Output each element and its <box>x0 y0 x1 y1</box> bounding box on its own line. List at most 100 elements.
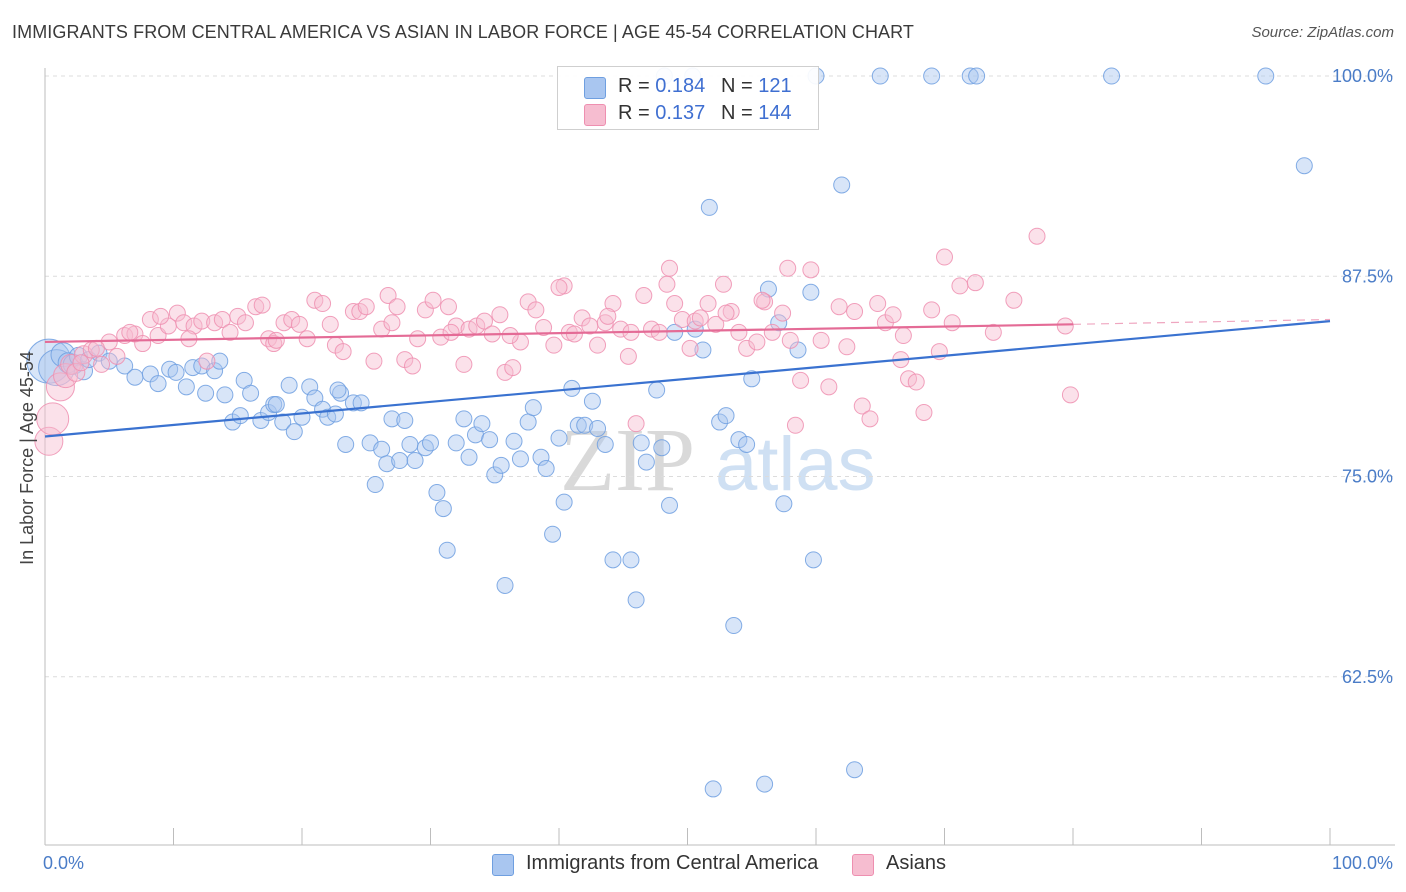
legend-n-asians: N = 144 <box>721 102 792 124</box>
legend-n-immigrants: N = 121 <box>721 75 792 97</box>
point-asians <box>334 343 352 361</box>
point-immigrants <box>280 376 298 394</box>
point-immigrants <box>711 413 729 431</box>
point-immigrants <box>197 384 215 402</box>
point-immigrants <box>434 500 452 518</box>
point-immigrants <box>486 466 504 484</box>
point-immigrants <box>511 450 529 468</box>
point-asians <box>379 287 397 304</box>
point-immigrants <box>537 460 555 478</box>
point-immigrants <box>455 410 473 428</box>
point-immigrants <box>968 67 986 85</box>
point-asians <box>221 323 239 341</box>
legend-r-immigrants: R = 0.184 <box>618 75 706 97</box>
y-axis-label: In Labor Force | Age 45-54 <box>17 351 37 565</box>
point-immigrants <box>653 439 671 457</box>
point-immigrants <box>770 314 788 332</box>
point-immigrants <box>576 416 594 434</box>
point-asians <box>748 333 766 351</box>
point-asians <box>321 315 339 333</box>
point-immigrants <box>632 434 650 452</box>
point-asians <box>344 303 362 321</box>
point-immigrants <box>332 384 350 402</box>
point-asians <box>661 259 679 277</box>
point-asians <box>802 261 820 279</box>
point-asians <box>175 314 193 332</box>
legend-swatch-asians <box>584 104 606 126</box>
point-asians <box>93 355 111 373</box>
point-immigrants <box>447 434 465 452</box>
point-asians <box>786 416 804 434</box>
point-immigrants <box>648 381 666 399</box>
point-asians <box>691 309 709 327</box>
point-asians <box>121 323 139 341</box>
point-asians <box>830 298 848 316</box>
point-immigrants <box>661 496 679 514</box>
point-immigrants <box>337 435 355 453</box>
point-asians <box>635 287 653 304</box>
point-immigrants <box>1103 67 1121 85</box>
point-immigrants <box>285 423 303 441</box>
watermark-atlas: atlas <box>715 422 876 507</box>
point-immigrants <box>544 525 562 543</box>
point-immigrants <box>756 775 774 793</box>
point-asians <box>409 330 427 348</box>
point-immigrants <box>717 407 735 425</box>
point-immigrants <box>589 419 607 437</box>
point-immigrants <box>383 410 401 428</box>
point-asians <box>432 328 450 346</box>
point-asians <box>247 298 265 316</box>
point-asians <box>884 306 902 324</box>
point-immigrants <box>1295 157 1313 175</box>
point-immigrants <box>481 431 499 449</box>
point-asians <box>550 278 568 296</box>
point-immigrants <box>604 551 622 569</box>
x-tick-label: 0.0% <box>43 853 84 873</box>
point-immigrants <box>524 399 542 417</box>
point-asians <box>792 371 810 389</box>
point-asians <box>66 362 86 382</box>
point-asians <box>812 331 830 349</box>
point-immigrants <box>373 440 391 458</box>
point-asians <box>168 304 186 322</box>
point-asians <box>365 352 383 370</box>
point-asians <box>236 314 254 332</box>
point-immigrants <box>725 617 743 635</box>
point-asians <box>861 410 879 428</box>
point-asians <box>869 295 887 313</box>
point-immigrants <box>569 416 587 434</box>
point-asians <box>53 363 79 389</box>
point-asians <box>966 274 984 292</box>
watermark-zip: ZIP <box>560 411 695 510</box>
point-immigrants <box>149 375 167 393</box>
point-immigrants <box>293 408 311 426</box>
point-immigrants <box>802 283 820 301</box>
point-immigrants <box>923 67 941 85</box>
point-asians <box>681 339 699 357</box>
chart-title: IMMIGRANTS FROM CENTRAL AMERICA VS ASIAN… <box>12 22 915 42</box>
point-immigrants <box>694 341 712 359</box>
source-credit: Source: ZipAtlas.com <box>1251 24 1394 41</box>
point-immigrants <box>519 413 537 431</box>
point-asians <box>730 323 748 341</box>
point-immigrants <box>366 476 384 494</box>
point-asians <box>984 323 1002 341</box>
point-asians <box>658 275 676 293</box>
point-immigrants <box>738 435 756 453</box>
point-asians <box>267 331 285 349</box>
point-immigrants <box>704 780 722 798</box>
point-asians <box>763 323 781 341</box>
y-tick-label: 62.5% <box>1342 667 1393 687</box>
point-asians <box>141 311 159 329</box>
point-asians <box>491 306 509 324</box>
point-asians <box>1056 317 1074 335</box>
point-immigrants <box>216 386 234 404</box>
point-immigrants <box>329 381 347 399</box>
legend-swatch-immigrants <box>584 77 606 99</box>
point-immigrants <box>505 432 523 450</box>
point-immigrants <box>193 357 211 375</box>
point-immigrants <box>833 176 851 194</box>
point-asians <box>820 378 838 396</box>
point-asians <box>388 298 406 316</box>
scatter-points <box>26 67 1313 798</box>
